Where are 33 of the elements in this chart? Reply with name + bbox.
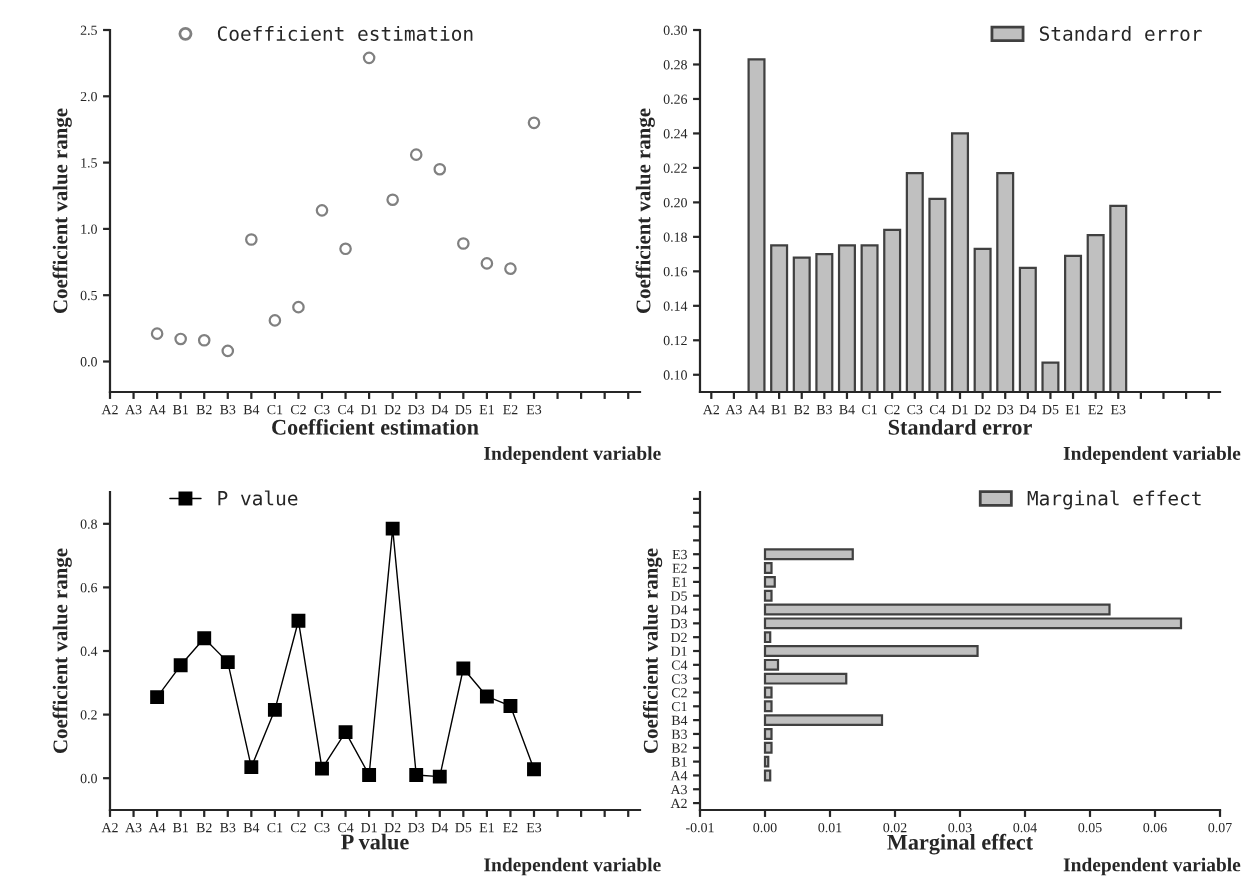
point [291, 613, 306, 628]
point [362, 768, 377, 782]
text: P value [341, 833, 409, 850]
point [456, 661, 471, 676]
y-axis-title: Coefficient value range [52, 108, 72, 313]
text: Standard error [888, 419, 1032, 435]
point [197, 631, 212, 646]
y-axis-title: Coefficient value range [642, 548, 663, 753]
legend-label: P value [218, 490, 298, 506]
point [244, 760, 259, 775]
point [220, 655, 235, 670]
point [173, 658, 188, 673]
x-axis-title: Independent variable [1063, 446, 1241, 464]
point [432, 769, 447, 784]
point [409, 768, 424, 782]
point [503, 699, 518, 713]
y-axis-title: Coefficient value range [635, 108, 655, 313]
legend-label: Standard error [1039, 25, 1202, 41]
point [150, 690, 165, 705]
point [267, 702, 282, 717]
legend-label: Coefficient estimation [217, 25, 473, 41]
legend-label: Marginal effect [1027, 490, 1201, 510]
y-axis-title: Coefficient value range [52, 548, 72, 753]
text: Marginal effect [887, 833, 1034, 855]
x-axis-title: Independent variable [484, 857, 661, 876]
point [315, 761, 329, 776]
point [385, 521, 400, 536]
x-axis-title: Independent variable [484, 446, 661, 464]
point [479, 689, 494, 704]
point [527, 762, 541, 777]
text: Coefficient estimation [272, 418, 479, 435]
point [338, 725, 353, 740]
x-axis-title: Independent variable [1063, 857, 1241, 876]
